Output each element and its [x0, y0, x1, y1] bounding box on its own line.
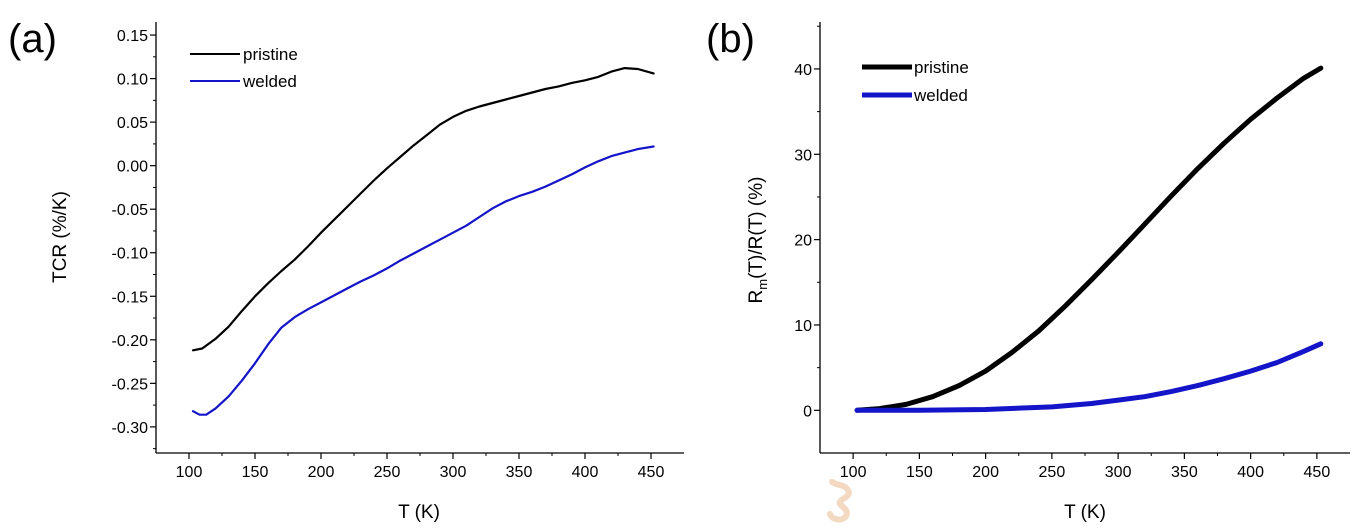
x-tick-label-b: 450	[1304, 464, 1331, 481]
y-tick-label-b: 40	[794, 62, 812, 79]
x-tick-label-b: 200	[972, 464, 999, 481]
y-axis-title-b: Rm(T)/R(T) (%)	[746, 177, 770, 304]
plot-area-a: 100 150 200 250 300 350 400 450 -0.30 -0.25 -0.20 -…	[112, 22, 684, 481]
y-tick-label-a: 0.10	[117, 72, 148, 89]
legend-b: pristine welded	[862, 58, 969, 105]
legend-label-welded-b: welded	[913, 86, 968, 105]
x-tick-label-b: 100	[840, 464, 867, 481]
series-line-pristine-b	[854, 65, 1324, 413]
series-line-welded-b	[854, 341, 1324, 413]
legend-label-pristine-a: pristine	[243, 45, 298, 64]
legend-a: pristine welded	[190, 45, 298, 91]
y-tick-label-a: -0.05	[112, 202, 149, 219]
x-tick-label-a: 350	[506, 464, 533, 481]
y-axis-title-b-rest: (T)/R(T) (%)	[746, 177, 767, 279]
x-tick-label-b: 350	[1171, 464, 1198, 481]
y-tick-label-a: -0.30	[112, 420, 149, 437]
series-line-pristine-a	[191, 66, 655, 352]
x-tick-label-a: 250	[374, 464, 401, 481]
y-tick-label-a: -0.15	[112, 289, 149, 306]
y-tick-label-a: 0.00	[117, 159, 148, 176]
watermark-icon	[827, 479, 852, 523]
y-axis-title-b-sub: m	[755, 279, 770, 290]
legend-label-welded-a: welded	[242, 72, 297, 91]
x-tick-label-a: 150	[242, 464, 269, 481]
panel-a: (a) 100 150 200 250 300 350 400 450 -0.30 -0.25 -0…	[8, 17, 684, 523]
x-tick-label-a: 300	[440, 464, 467, 481]
y-tick-label-b: 30	[794, 147, 812, 164]
x-tick-label-a: 200	[308, 464, 335, 481]
panel-label-b: (b)	[706, 17, 755, 61]
y-tick-label-a: -0.10	[112, 246, 149, 263]
x-tick-label-b: 250	[1039, 464, 1066, 481]
x-tick-label-b: 400	[1237, 464, 1264, 481]
y-tick-label-a: -0.25	[112, 376, 149, 393]
legend-label-pristine-b: pristine	[914, 58, 969, 77]
y-axis-title-b-main: R	[746, 290, 767, 304]
x-axis-title-b: T (K)	[1064, 502, 1106, 523]
panel-label-a: (a)	[8, 17, 57, 61]
x-axis-title-a: T (K)	[398, 502, 440, 523]
x-tick-label-a: 450	[638, 464, 665, 481]
y-tick-label-a: 0.15	[117, 28, 148, 45]
y-tick-label-a: 0.05	[117, 115, 148, 132]
x-tick-label-b: 300	[1105, 464, 1132, 481]
series-line-welded-a	[191, 145, 655, 416]
panel-b: (b) 100 150 200 250 300 350 400 450 0 10 20 30 40 T …	[706, 17, 1350, 523]
y-tick-label-a: -0.20	[112, 333, 149, 350]
x-tick-label-b: 150	[906, 464, 933, 481]
x-tick-label-a: 400	[572, 464, 599, 481]
y-tick-label-b: 20	[794, 233, 812, 250]
y-tick-label-b: 0	[803, 403, 812, 420]
y-tick-label-b: 10	[794, 318, 812, 335]
plot-area-b: 100 150 200 250 300 350 400 450 0 10 20 30 40	[794, 22, 1350, 481]
y-axis-title-a: TCR (%/K)	[50, 191, 71, 283]
x-tick-label-a: 100	[176, 464, 203, 481]
